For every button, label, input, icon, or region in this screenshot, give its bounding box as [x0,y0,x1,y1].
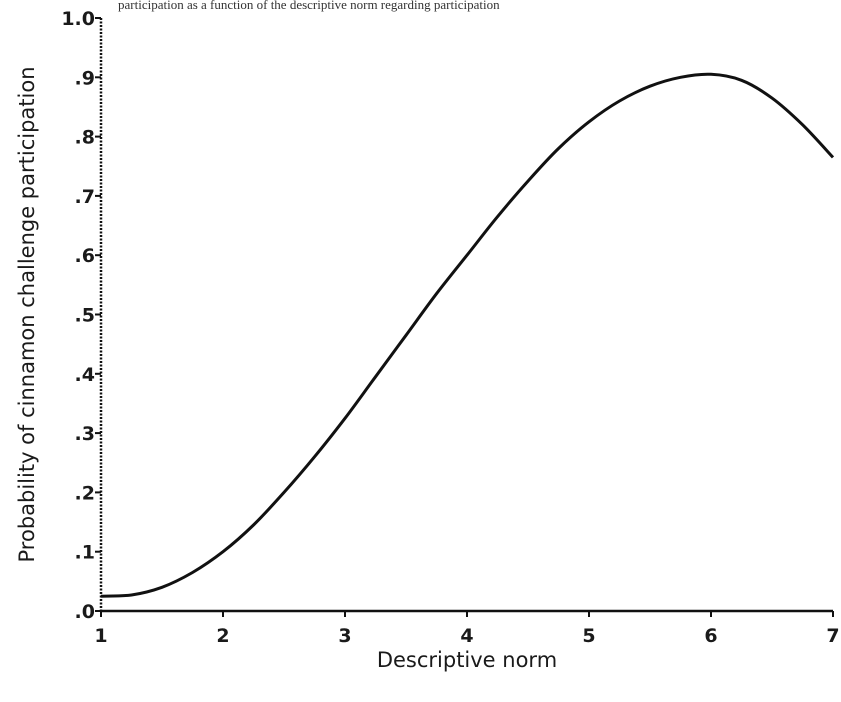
x-axis-title: Descriptive norm [377,648,557,672]
x-tick-label: 7 [826,625,839,647]
y-tick-label: .4 [75,364,95,386]
y-tick-label: .5 [75,305,95,327]
y-tick-label: .8 [75,127,95,149]
y-tick-label: .7 [75,186,95,208]
x-tick-label: 2 [216,625,229,647]
y-tick-label: 1.0 [61,8,95,30]
x-axis: 1 2 3 4 5 6 7 [94,609,840,647]
x-tick-label: 1 [94,625,107,647]
y-axis: .0 .1 .2 .3 .4 .5 .6 .7 .8 .9 1.0 [61,8,103,623]
x-tick-label: 5 [582,625,595,647]
y-tick-label: .3 [75,423,95,445]
x-tick-label: 3 [338,625,351,647]
y-tick-label: .2 [75,482,95,504]
y-tick-label: .6 [75,245,95,267]
y-tick-label: .9 [75,67,95,89]
figure-caption: participation as a function of the descr… [118,0,500,12]
x-tick-label: 4 [460,625,473,647]
plot-area [100,72,835,598]
series-line [100,72,835,598]
y-tick-label: .0 [75,601,95,623]
y-tick-label: .1 [75,542,95,564]
x-tick-label: 6 [704,625,717,647]
y-axis-title: Probability of cinnamon challenge partic… [15,66,39,562]
